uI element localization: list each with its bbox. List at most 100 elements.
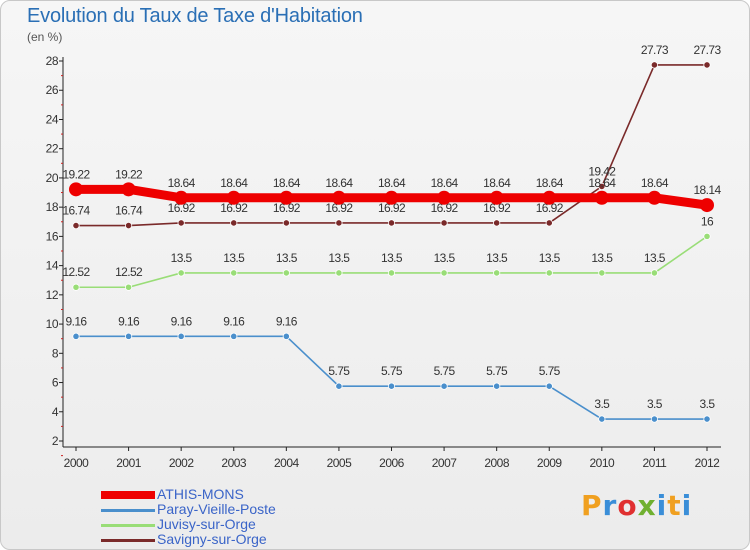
y-tick-label: 4 — [52, 405, 59, 419]
data-label: 16.92 — [325, 201, 353, 215]
y-tick-label: 26 — [46, 83, 59, 97]
data-label: 13.5 — [644, 251, 666, 265]
data-label: 9.16 — [118, 314, 140, 328]
data-point — [703, 415, 711, 423]
data-point — [331, 190, 346, 205]
legend-swatch — [101, 491, 155, 499]
x-tick-label: 2005 — [327, 456, 353, 470]
data-label: 9.16 — [171, 314, 193, 328]
data-label: 18.64 — [536, 176, 564, 190]
y-tick-label: 6 — [52, 376, 59, 390]
logo-letter: r — [602, 489, 618, 522]
legend-label: Juvisy-sur-Orge — [157, 516, 256, 532]
data-label: 18.64 — [588, 176, 616, 190]
data-label: 18.64 — [483, 176, 511, 190]
data-label: 13.5 — [276, 251, 298, 265]
data-label: 13.5 — [381, 251, 403, 265]
data-label: 16.92 — [168, 201, 196, 215]
data-point — [598, 182, 606, 190]
data-label: 18.64 — [641, 176, 669, 190]
x-tick-label: 2012 — [695, 456, 721, 470]
data-point — [703, 232, 711, 240]
x-tick-label: 2000 — [64, 456, 90, 470]
data-label: 18.64 — [325, 176, 353, 190]
y-tick-label: 8 — [52, 346, 59, 360]
y-tick-label: 22 — [46, 142, 59, 156]
data-point — [72, 221, 80, 230]
data-point — [594, 190, 609, 205]
data-label: 9.16 — [223, 314, 245, 328]
x-tick-label: 2007 — [432, 456, 458, 470]
y-tick-label: 18 — [46, 200, 59, 214]
data-point — [493, 269, 501, 277]
data-point — [647, 190, 662, 205]
data-point — [598, 415, 606, 423]
data-point — [493, 382, 501, 390]
data-point — [335, 382, 343, 390]
logo-letter: t — [667, 489, 682, 522]
data-label: 18.14 — [693, 183, 721, 197]
data-point — [282, 269, 290, 277]
data-label: 18.64 — [168, 176, 196, 190]
chart-unit-label: (en %) — [27, 30, 63, 44]
legend-swatch — [101, 509, 155, 512]
logo-letter: P — [581, 489, 603, 522]
data-label: 16.92 — [273, 201, 301, 215]
data-point — [72, 332, 80, 340]
data-point — [387, 269, 396, 277]
data-point — [177, 332, 185, 340]
data-label: 16 — [701, 214, 714, 228]
y-tick-label: 28 — [46, 54, 59, 68]
legend-swatch — [101, 539, 155, 542]
data-label: 13.5 — [486, 251, 508, 265]
data-point — [542, 190, 557, 205]
data-point — [650, 61, 659, 69]
data-label: 13.5 — [591, 251, 613, 265]
x-tick-label: 2010 — [589, 456, 615, 470]
legend-label: Paray-Vieille-Poste — [157, 501, 276, 517]
chart-title: Evolution du Taux de Taxe d'Habitation — [27, 5, 363, 27]
data-label: 16.92 — [536, 201, 564, 215]
proxiti-logo: Proxiti — [581, 489, 692, 522]
data-label: 5.75 — [486, 364, 508, 378]
data-label: 16.92 — [483, 201, 511, 215]
data-point — [124, 221, 133, 230]
data-point — [440, 382, 448, 390]
data-label: 3.5 — [647, 397, 663, 411]
data-point — [493, 219, 501, 227]
data-point — [650, 415, 659, 423]
data-label: 16.92 — [431, 201, 459, 215]
data-label: 19.42 — [588, 164, 616, 178]
data-point — [335, 219, 343, 227]
data-label: 3.5 — [700, 397, 716, 411]
data-point — [545, 269, 553, 277]
data-point — [598, 269, 606, 277]
data-point — [437, 190, 452, 205]
x-tick-label: 2009 — [537, 456, 563, 470]
y-tick-label: 2 — [52, 434, 59, 448]
data-label: 18.64 — [273, 176, 301, 190]
legend-swatch — [101, 524, 155, 527]
y-tick-label: 16 — [46, 229, 59, 243]
x-tick-label: 2004 — [274, 456, 300, 470]
data-point — [124, 332, 133, 340]
data-point — [174, 190, 189, 205]
data-label: 13.5 — [171, 251, 193, 265]
data-label: 27.73 — [641, 43, 669, 57]
data-point — [545, 219, 553, 227]
data-label: 5.75 — [381, 364, 403, 378]
y-tick-label: 14 — [46, 259, 59, 273]
data-point — [124, 283, 133, 291]
data-label: 18.64 — [378, 176, 406, 190]
x-tick-label: 2001 — [116, 456, 142, 470]
data-label: 12.52 — [62, 265, 90, 279]
data-point — [282, 332, 290, 340]
data-label: 16.74 — [62, 204, 90, 218]
legend-label: Savigny-sur-Orge — [157, 531, 267, 547]
x-tick-label: 2003 — [221, 456, 247, 470]
data-point — [69, 182, 83, 197]
data-point — [177, 269, 185, 277]
data-point — [72, 283, 80, 291]
